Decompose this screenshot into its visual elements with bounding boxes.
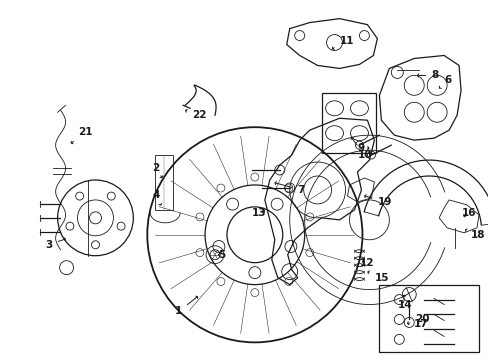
Text: 12: 12 [359, 258, 373, 268]
Text: 18: 18 [465, 229, 485, 240]
Text: 2: 2 [152, 163, 163, 177]
Text: 9: 9 [357, 143, 368, 153]
Text: 5: 5 [218, 250, 225, 260]
Text: 15: 15 [367, 271, 388, 283]
Text: 4: 4 [152, 190, 162, 205]
Bar [321, 93, 376, 153]
Text: 14: 14 [397, 295, 411, 310]
Text: 10: 10 [350, 138, 371, 160]
Text: 8: 8 [417, 71, 438, 80]
Text: 6: 6 [438, 75, 450, 89]
Text: 7: 7 [274, 182, 305, 195]
Bar [155, 155, 173, 210]
Text: 1: 1 [175, 296, 197, 316]
Text: 21: 21 [71, 127, 93, 144]
Text: 3: 3 [45, 238, 65, 250]
Text: 11: 11 [332, 36, 353, 50]
Text: 19: 19 [364, 195, 391, 207]
Bar [379, 285, 478, 352]
Text: 22: 22 [185, 109, 206, 120]
Text: 13: 13 [251, 208, 266, 218]
Text: 17: 17 [413, 319, 428, 329]
Text: 16: 16 [461, 208, 476, 218]
Text: 20: 20 [407, 314, 429, 325]
